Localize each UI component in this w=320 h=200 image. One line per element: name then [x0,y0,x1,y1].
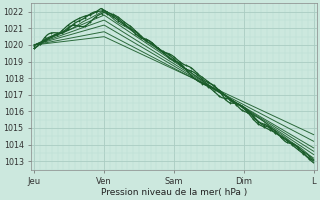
X-axis label: Pression niveau de la mer( hPa ): Pression niveau de la mer( hPa ) [101,188,247,197]
